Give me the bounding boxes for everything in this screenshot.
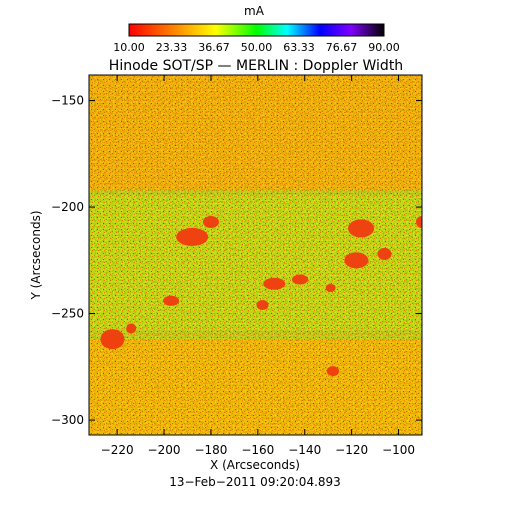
x-tick-label: −140: [288, 443, 321, 457]
plot-title: Hinode SOT/SP — MERLIN : Doppler Width: [109, 58, 403, 74]
observation-timestamp: 13−Feb−2011 09:20:04.893: [169, 475, 341, 489]
colorbar-tick-label: 10.00: [113, 41, 145, 54]
low-width-patch: [256, 300, 269, 311]
colorbar-tick-label: 76.67: [326, 41, 358, 54]
colorbar-tick-label: 50.00: [241, 41, 273, 54]
low-width-patches: [100, 215, 422, 377]
colorbar-unit: mA: [244, 4, 265, 18]
low-width-patch: [263, 277, 286, 290]
y-axis-label: Y (Arcseconds): [29, 210, 43, 300]
doppler-width-map: [89, 75, 422, 435]
low-width-patch: [348, 219, 375, 238]
x-tick-label: −100: [382, 443, 415, 457]
x-tick-label: −220: [101, 443, 134, 457]
low-width-patch: [377, 247, 392, 260]
colorbar: [129, 24, 384, 36]
y-tick-label: −300: [51, 413, 84, 427]
low-width-patch: [202, 215, 219, 228]
low-width-patch: [344, 252, 369, 269]
low-width-patch: [416, 215, 422, 228]
x-tick-label: −120: [335, 443, 368, 457]
low-width-patch: [292, 274, 309, 285]
low-width-patch: [163, 295, 180, 306]
colorbar-tick-label: 90.00: [368, 41, 400, 54]
colorbar-tick-label: 63.33: [283, 41, 315, 54]
low-width-patch: [325, 284, 336, 293]
y-tick-label: −200: [51, 200, 84, 214]
colorbar-ticks: 10.00 23.33 36.67 50.00 63.33 76.67 90.00: [113, 41, 400, 54]
low-width-patch: [326, 366, 339, 377]
plot-frame: [88, 74, 423, 436]
colorbar-tick-label: 23.33: [156, 41, 188, 54]
colorbar-frame: [128, 23, 385, 37]
y-axis-ticks: −150 −200 −250 −300: [51, 94, 422, 427]
x-axis-ticks: −220 −200 −180 −160 −140 −120 −100: [101, 75, 415, 457]
low-width-patch: [126, 323, 137, 334]
x-tick-label: −180: [194, 443, 227, 457]
colorbar-tick-label: 36.67: [198, 41, 230, 54]
x-axis-label: X (Arcseconds): [210, 458, 300, 472]
y-tick-label: −150: [51, 94, 84, 108]
y-tick-label: −250: [51, 307, 84, 321]
low-width-patch: [176, 227, 209, 246]
x-tick-label: −160: [241, 443, 274, 457]
low-width-patch: [100, 329, 125, 350]
x-tick-label: −200: [148, 443, 181, 457]
